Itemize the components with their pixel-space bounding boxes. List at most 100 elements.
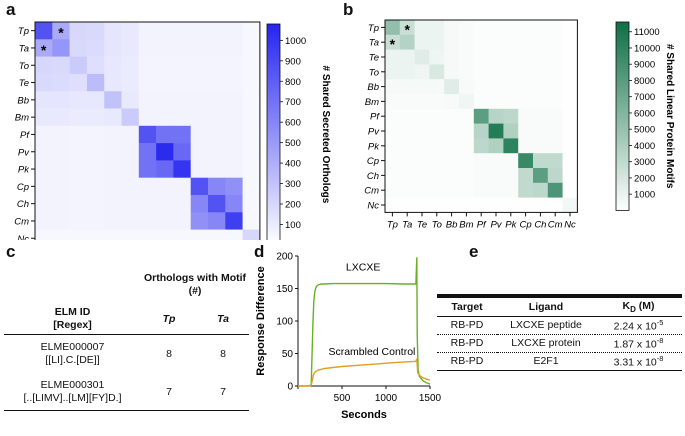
heatmap-cell [444,94,460,110]
row-label: Bb [367,82,379,93]
heatmap-cell [208,143,226,161]
colorbar-label: # Shared Linear Protein Motifs [664,44,675,189]
heatmap-cell [121,22,140,40]
colorbar [615,21,630,211]
row-label: Cm [364,186,379,197]
y-axis-label: Response Difference [255,266,267,375]
heatmap-cell [242,56,261,75]
heatmap-cell [547,197,563,213]
heatmap-cell [414,108,430,124]
heatmap-cell [429,79,445,95]
heatmap-cell [385,153,401,169]
heatmap-cell [121,195,140,213]
heatmap-cell [429,197,445,213]
kd-cell: 3.31 x 10-8 [613,353,664,369]
heatmap-cell [533,123,549,139]
heatmap-cell [547,153,563,169]
heatmap-cell [156,195,174,213]
row-label: Nc [17,234,29,240]
heatmap-cell [459,182,475,198]
heatmap-cell [156,22,174,40]
heatmap-cell [488,34,504,50]
row-label: To [369,67,379,78]
heatmap-cell [173,160,191,178]
heatmap-cell [533,182,549,198]
heatmap-cell [69,39,88,57]
heatmap-cell [121,73,140,92]
heatmap-cell [473,34,489,50]
heatmap-cell [444,79,460,95]
heatmap-cell [52,39,70,57]
heatmap-cell [473,94,489,110]
heatmap-cell [69,229,88,240]
heatmap-cell [562,49,578,65]
heatmap-cell [104,56,122,75]
heatmap-cell [86,229,105,240]
heatmap-cell [242,212,261,230]
row-label: Pv [18,147,30,158]
heatmap-cell [444,64,460,80]
heatmap-cell [444,20,460,36]
heatmap-cell [225,160,243,178]
heatmap-cell [121,56,140,75]
heatmap-cell [121,39,140,57]
colorbar-tick-label: 800 [285,77,301,88]
heatmap-cell [547,123,563,139]
row-label: Cp [367,156,379,167]
heatmap-cell [503,49,519,65]
heatmap-cell [242,91,261,109]
heatmap-cell [69,125,88,144]
row-label: Ch [17,199,29,210]
col-label: Ch [534,219,546,230]
heatmap-cell [121,177,140,196]
elm-id-header: ELM ID [Regex] [53,305,92,331]
heatmap-cell [518,34,534,50]
colorbar-tick-label: 6000 [634,108,655,119]
heatmap-cell [385,20,401,36]
lxcxe-series-line [298,257,431,387]
heatmap-cell [225,229,243,240]
heatmap-cell [156,177,174,196]
heatmap-cell [121,160,140,178]
heatmap-cell [104,177,122,196]
col-label: Pf [477,219,487,230]
heatmap-cell [429,123,445,139]
colorbar-tick-label: 8000 [634,76,655,87]
ortholog-table: Orthologs with Motif (#) ELM ID [Regex] … [4,266,249,411]
heatmap-cell [503,182,519,198]
heatmap-cell [399,34,415,50]
heatmap-cell [86,108,105,127]
heatmap-cell [385,34,401,50]
control-annotation: Scrambled Control [328,346,415,358]
heatmap-cell [35,125,53,144]
heatmap-cell [385,49,401,65]
heatmap-cell [414,197,430,213]
row-label: Pv [368,127,380,138]
heatmap-cell [488,79,504,95]
heatmap-cell [138,56,157,75]
heatmap-cell [225,56,243,75]
heatmap-cell [242,108,261,127]
heatmap-cell [414,182,430,198]
row-label: Te [369,53,379,64]
y-tick-label: 0 [287,382,293,393]
heatmap-cell [429,20,445,36]
heatmap-cell [399,168,415,184]
heatmap-cell [399,79,415,95]
heatmap-cell [104,22,122,40]
heatmap-cell [156,91,174,109]
table-row: RB-PD LXCXE peptide 2.24 x 10-5 [437,316,682,334]
row-label: Pf [370,112,380,123]
heatmap-cell [173,108,191,127]
heatmap-cell [533,168,549,184]
heatmap-cell [547,168,563,184]
panel-label-b: b [343,0,354,19]
heatmap-cell [473,20,489,36]
heatmap-cell [385,79,401,95]
col-label: Cm [548,219,563,230]
heatmap-cell [225,177,243,196]
heatmap-cell [173,229,191,240]
heatmap-cell [86,22,105,40]
table-row: ELME000301 [..[LIMV]..[LM][FY]D.] 7 7 [4,374,249,410]
heatmap-cell [385,197,401,213]
